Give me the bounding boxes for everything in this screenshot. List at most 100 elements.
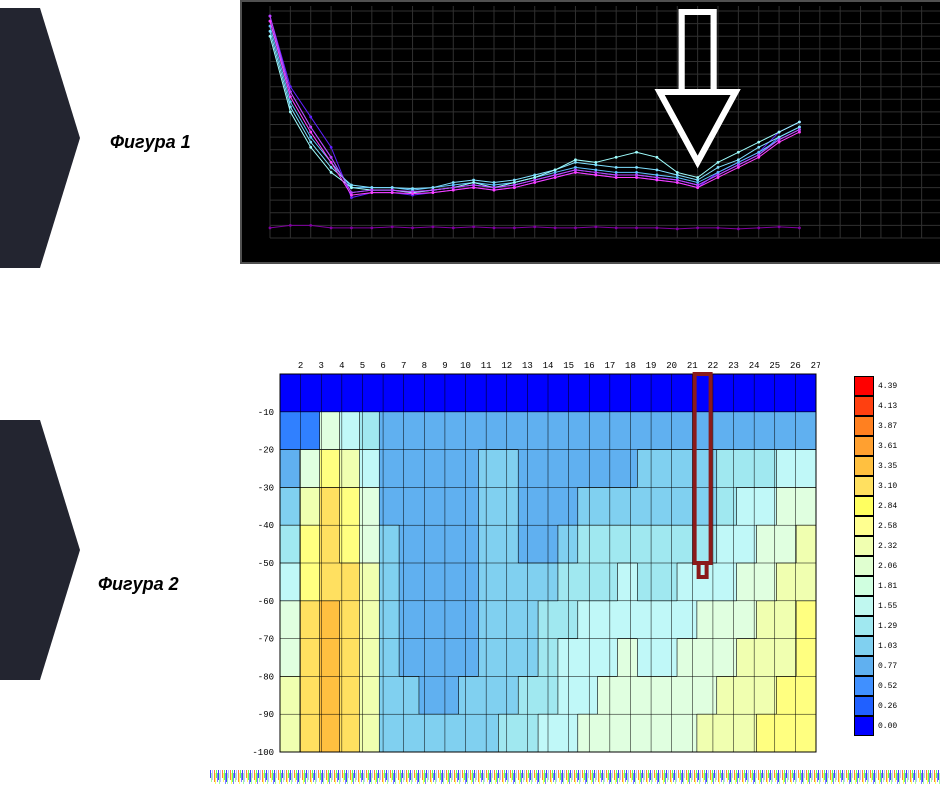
svg-text:32: 32 <box>895 249 907 260</box>
legend-swatch <box>854 456 874 476</box>
decor-arrow-1 <box>0 8 80 268</box>
svg-text:16: 16 <box>584 361 595 371</box>
legend-value: 3.87 <box>874 422 897 431</box>
svg-text:26: 26 <box>773 249 785 260</box>
svg-text:20: 20 <box>666 361 677 371</box>
svg-text:-20: -20 <box>258 446 274 456</box>
legend-value: 2.06 <box>874 562 897 571</box>
svg-text:28: 28 <box>814 249 826 260</box>
svg-text:1.5: 1.5 <box>248 158 266 169</box>
svg-text:15: 15 <box>563 361 574 371</box>
svg-text:18: 18 <box>610 249 622 260</box>
noise-strip <box>210 770 940 784</box>
svg-text:27: 27 <box>811 361 820 371</box>
legend-swatch <box>854 656 874 676</box>
legend-swatch <box>854 496 874 516</box>
legend-value: 0.77 <box>874 662 897 671</box>
legend-value: 4.39 <box>874 382 897 391</box>
svg-text:23: 23 <box>728 361 739 371</box>
svg-text:17: 17 <box>604 361 615 371</box>
svg-text:10: 10 <box>460 361 471 371</box>
legend-entry: 2.32 <box>854 536 914 556</box>
svg-text:24: 24 <box>732 249 744 260</box>
svg-text:-30: -30 <box>258 483 274 493</box>
legend-swatch <box>854 716 874 736</box>
legend-swatch <box>854 636 874 656</box>
svg-text:-50: -50 <box>258 559 274 569</box>
legend-swatch <box>854 596 874 616</box>
figure1-label: Фигура 1 <box>110 132 191 153</box>
svg-text:4: 4 <box>339 361 344 371</box>
svg-text:2: 2 <box>287 249 293 260</box>
svg-text:-60: -60 <box>258 597 274 607</box>
svg-text:25: 25 <box>769 361 780 371</box>
svg-text:-90: -90 <box>258 710 274 720</box>
legend-value: 1.29 <box>874 622 897 631</box>
legend-entry: 2.06 <box>854 556 914 576</box>
legend-value: 3.10 <box>874 482 897 491</box>
svg-text:12: 12 <box>501 361 512 371</box>
legend-entry: 0.26 <box>854 696 914 716</box>
legend-entry: 2.58 <box>854 516 914 536</box>
legend-swatch <box>854 416 874 436</box>
legend-swatch <box>854 396 874 416</box>
svg-text:7: 7 <box>401 361 406 371</box>
svg-text:20: 20 <box>651 249 663 260</box>
svg-text:-80: -80 <box>258 672 274 682</box>
legend-value: 0.00 <box>874 722 897 731</box>
svg-text:4: 4 <box>328 249 334 260</box>
legend-value: 4.13 <box>874 402 897 411</box>
legend-swatch <box>854 696 874 716</box>
svg-text:34: 34 <box>936 249 940 260</box>
legend-entry: 1.55 <box>854 596 914 616</box>
svg-text:8: 8 <box>422 361 427 371</box>
svg-text:-10: -10 <box>258 408 274 418</box>
svg-text:9: 9 <box>442 361 447 371</box>
legend-value: 2.84 <box>874 502 897 511</box>
svg-text:26: 26 <box>790 361 801 371</box>
legend-value: 0.52 <box>874 682 897 691</box>
svg-text:0.7: 0.7 <box>248 199 266 210</box>
legend-value: 1.03 <box>874 642 897 651</box>
svg-text:4.4: 4.4 <box>248 12 266 23</box>
figure2-legend: 4.39 4.13 3.87 3.61 3.35 3.10 <box>854 376 914 736</box>
svg-text:-40: -40 <box>258 521 274 531</box>
legend-value: 2.58 <box>874 522 897 531</box>
svg-text:22: 22 <box>692 249 704 260</box>
decor-arrow-2 <box>0 420 80 680</box>
legend-entry: 3.61 <box>854 436 914 456</box>
svg-text:14: 14 <box>529 249 541 260</box>
svg-text:3: 3 <box>319 361 324 371</box>
legend-entry: 1.03 <box>854 636 914 656</box>
legend-entry: 1.81 <box>854 576 914 596</box>
svg-text:-100: -100 <box>252 748 274 756</box>
svg-text:13: 13 <box>522 361 533 371</box>
svg-text:12: 12 <box>488 249 500 260</box>
legend-value: 2.32 <box>874 542 897 551</box>
legend-entry: 3.10 <box>854 476 914 496</box>
legend-swatch <box>854 376 874 396</box>
figure1-svg: 2468101214161820222426283032340.71.52.42… <box>242 2 940 262</box>
legend-swatch <box>854 616 874 636</box>
legend-swatch <box>854 436 874 456</box>
svg-text:22: 22 <box>708 361 719 371</box>
svg-text:24: 24 <box>749 361 760 371</box>
svg-text:11: 11 <box>481 361 492 371</box>
figure2-chart: 2345678910111213141516171819202122232425… <box>240 356 820 756</box>
legend-swatch <box>854 476 874 496</box>
figure1-chart: 2468101214161820222426283032340.71.52.42… <box>240 0 940 264</box>
legend-entry: 0.52 <box>854 676 914 696</box>
legend-entry: 1.29 <box>854 616 914 636</box>
svg-text:19: 19 <box>646 361 657 371</box>
legend-swatch <box>854 556 874 576</box>
legend-swatch <box>854 576 874 596</box>
legend-entry: 4.39 <box>854 376 914 396</box>
legend-value: 3.35 <box>874 462 897 471</box>
legend-value: 1.55 <box>874 602 897 611</box>
svg-text:2: 2 <box>298 361 303 371</box>
svg-text:6: 6 <box>369 249 375 260</box>
legend-swatch <box>854 516 874 536</box>
legend-value: 1.81 <box>874 582 897 591</box>
svg-text:16: 16 <box>569 249 581 260</box>
legend-entry: 4.13 <box>854 396 914 416</box>
